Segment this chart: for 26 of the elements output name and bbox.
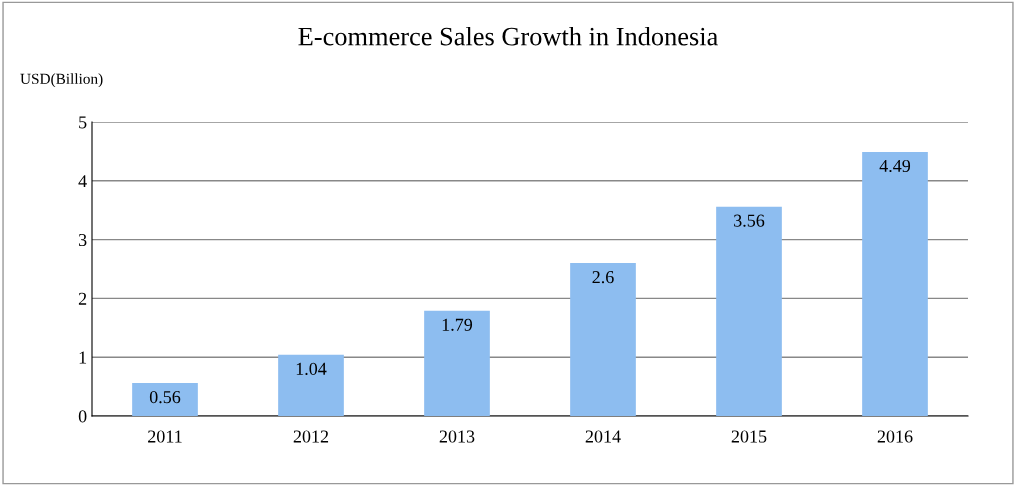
x-tick-label: 2014 — [585, 430, 621, 443]
y-tick-label: 0 — [78, 410, 87, 423]
bar — [132, 383, 198, 416]
x-tick-label: 2016 — [877, 430, 913, 443]
bar — [716, 206, 782, 416]
data-label: 1.79 — [442, 318, 473, 331]
y-tick-label: 1 — [79, 351, 87, 364]
x-tick-label: 2013 — [439, 430, 475, 443]
bar — [570, 263, 636, 416]
data-label: 4.49 — [879, 159, 911, 173]
chart-title: E-commerce Sales Growth in Indonesia — [298, 26, 718, 46]
data-label: 3.56 — [734, 214, 765, 227]
y-tick-label: 3 — [78, 233, 87, 247]
data-label: 0.56 — [149, 390, 181, 404]
x-tick-label: 2012 — [293, 430, 329, 443]
y-tick-label: 5 — [79, 116, 87, 129]
x-tick-label: 2011 — [148, 430, 182, 443]
bar — [278, 354, 344, 416]
bar — [424, 310, 490, 416]
y-axis-title: USD(Billion) — [20, 73, 103, 88]
x-tick-label: 2015 — [731, 430, 767, 443]
y-tick-label: 4 — [78, 175, 87, 188]
data-label: 1.04 — [296, 362, 327, 375]
y-tick-label: 2 — [78, 292, 87, 305]
bar — [862, 151, 928, 416]
data-label: 2.6 — [592, 271, 614, 284]
